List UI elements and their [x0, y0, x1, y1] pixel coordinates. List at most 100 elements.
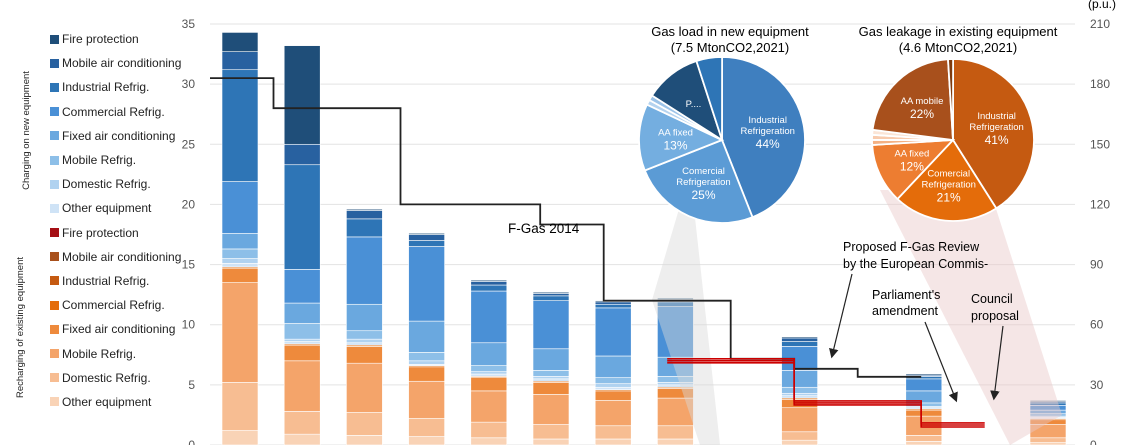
bar-segment	[346, 435, 383, 445]
bar-segment	[657, 297, 694, 300]
callout-new-equipment	[652, 172, 720, 445]
bar-segment	[221, 282, 259, 383]
left-axis-tick-label: 30	[182, 77, 196, 91]
legend-swatch	[50, 276, 59, 286]
pie-slice-percent: 21%	[937, 191, 961, 205]
bar-segment	[221, 382, 259, 431]
bar-segment	[470, 421, 508, 439]
bar-segment	[346, 330, 383, 340]
bar-segment	[532, 424, 570, 440]
bar-segment	[532, 378, 570, 382]
bar-9	[781, 336, 818, 445]
pie-slice-label: Industrial	[748, 115, 787, 126]
legend-label: Commercial Refrig.	[62, 298, 165, 313]
council-annotation: Council proposal	[971, 292, 1019, 401]
bar-segment	[470, 281, 508, 286]
stacked-bars	[221, 32, 1067, 445]
left-axis-tick-label: 0	[188, 438, 195, 445]
right-axis-tick-label: 150	[1090, 137, 1110, 151]
pie-2: Gas leakage in existing equipment(4.6 Mt…	[859, 24, 1058, 222]
legend-existing-item: Commercial Refrig.	[50, 293, 181, 317]
bar-segment	[781, 370, 818, 388]
bar-segment	[408, 436, 445, 445]
bar-segment	[346, 210, 383, 220]
bar-segment	[532, 382, 570, 395]
bar-segment	[346, 342, 383, 346]
bar-segment	[532, 293, 570, 297]
bar-segment	[532, 348, 570, 371]
bar-segment	[408, 366, 445, 382]
legend-swatch	[50, 228, 59, 238]
legend-label: Domestic Refrig.	[62, 370, 151, 385]
bar-segment	[221, 232, 259, 250]
bar-segment	[221, 248, 259, 259]
bar-segment	[470, 377, 508, 392]
bar-segment	[221, 267, 259, 283]
bar-segment	[221, 69, 259, 182]
bar-segment	[346, 362, 383, 413]
left-axis-tick-label: 5	[188, 378, 195, 392]
bar-5	[470, 279, 508, 445]
legend-swatch	[50, 34, 59, 44]
bar-segment	[905, 378, 943, 392]
bar-segment	[470, 390, 508, 423]
bar-segment	[905, 373, 943, 376]
bar-segment	[221, 32, 259, 52]
bar-segment	[283, 433, 321, 445]
bar-segment	[657, 425, 694, 440]
bar-8	[657, 297, 694, 445]
legend-label: Industrial Refrig.	[62, 80, 150, 95]
bar-segment	[346, 218, 383, 238]
legend-label: Fire protection	[62, 225, 139, 240]
bar-segment	[532, 295, 570, 301]
legend-label: Mobile Refrig.	[62, 346, 137, 361]
bar-segment	[221, 430, 259, 445]
pie-callout-shading	[652, 172, 1062, 445]
legend-new-item: Domestic Refrig.	[50, 172, 181, 196]
bar-segment	[594, 355, 632, 378]
bar-segment	[283, 164, 321, 270]
bar-segment	[283, 341, 321, 345]
bar-11	[1029, 400, 1067, 445]
bar-segment	[532, 438, 570, 445]
legend-label: Fire protection	[62, 32, 139, 47]
pie-slice	[871, 138, 956, 201]
legend-new-item: Mobile air conditioning	[50, 51, 181, 75]
fgas2014-label: F-Gas 2014	[508, 221, 580, 236]
bar-segment	[408, 360, 445, 365]
bar-segment	[283, 411, 321, 435]
pie-charts: Gas load in new equipment(7.5 MtonCO2,20…	[638, 24, 1058, 224]
pie-slice-label: Industrial	[977, 111, 1016, 122]
legend-swatch	[50, 107, 59, 117]
right-axis-tick-label: 180	[1090, 77, 1110, 91]
left-axis-tick-label: 10	[182, 318, 196, 332]
bar-segment	[470, 284, 508, 292]
legend-swatch	[50, 252, 59, 262]
pie-subtitle: (7.5 MtonCO2,2021)	[671, 40, 790, 55]
pie-slice	[695, 56, 724, 141]
bar-segment	[1029, 400, 1067, 402]
bar-segment	[1029, 437, 1067, 443]
legend-label: Mobile air conditioning	[62, 249, 182, 264]
pie-title: Gas leakage in existing equipment	[859, 24, 1058, 39]
bar-segment	[470, 279, 508, 282]
bar-2	[283, 45, 321, 445]
bar-segment	[532, 300, 570, 350]
bar-segment	[781, 392, 818, 396]
bar-segment	[408, 240, 445, 247]
right-axis-tick-label: 120	[1090, 197, 1110, 211]
bar-segment	[346, 338, 383, 344]
legend-label: Other equipment	[62, 394, 152, 409]
pie-slice-percent: 22%	[910, 107, 934, 121]
bar-segment	[408, 380, 445, 419]
legend-swatch	[50, 179, 59, 189]
pie-slice-label: AA fixed	[658, 128, 693, 139]
legend-new-item: Fire protection	[50, 27, 181, 51]
bar-segment	[781, 407, 818, 433]
pie-slice	[638, 103, 725, 172]
bar-segment	[532, 370, 570, 377]
legend-swatch	[50, 131, 59, 141]
legend-existing-item: Fixed air conditioning	[50, 317, 181, 341]
bar-segment	[781, 439, 818, 445]
pie-slice	[721, 56, 806, 219]
